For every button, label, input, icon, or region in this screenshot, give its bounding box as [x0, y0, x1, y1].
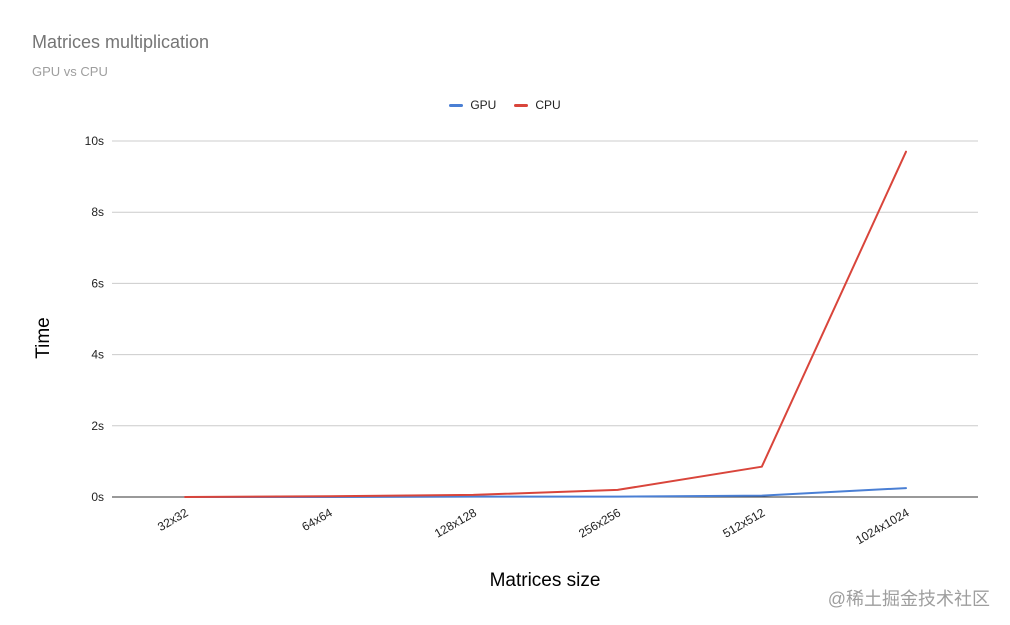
x-tick-label: 128x128	[432, 505, 479, 540]
y-tick-label: 8s	[91, 205, 104, 219]
y-tick-label: 4s	[91, 348, 104, 362]
legend: GPU CPU	[0, 98, 1010, 112]
x-tick-label: 256x256	[576, 505, 623, 540]
x-axis-label: Matrices size	[489, 570, 601, 591]
y-tick-label: 6s	[91, 276, 104, 290]
series-line-cpu	[184, 150, 907, 498]
legend-label-gpu: GPU	[470, 98, 497, 112]
y-tick-label: 0s	[91, 490, 104, 504]
chart-title: Matrices multiplication	[32, 32, 210, 52]
x-tick-label: 1024x1024	[853, 505, 912, 547]
legend-swatch-cpu	[514, 103, 529, 107]
y-axis-label: Time	[33, 317, 54, 359]
watermark: @稀土掘金技术社区	[827, 589, 990, 609]
y-tick-label: 2s	[91, 419, 104, 433]
x-tick-label: 32x32	[155, 505, 191, 534]
y-tick-label: 10s	[85, 134, 104, 148]
x-tick-label: 512x512	[720, 505, 767, 540]
chart-subtitle: GPU vs CPU	[32, 64, 108, 79]
legend-swatch-gpu	[449, 103, 464, 107]
legend-item-cpu: CPU	[514, 98, 561, 112]
x-tick-label: 64x64	[299, 505, 335, 534]
legend-label-cpu: CPU	[535, 98, 561, 112]
legend-item-gpu: GPU	[449, 98, 496, 112]
